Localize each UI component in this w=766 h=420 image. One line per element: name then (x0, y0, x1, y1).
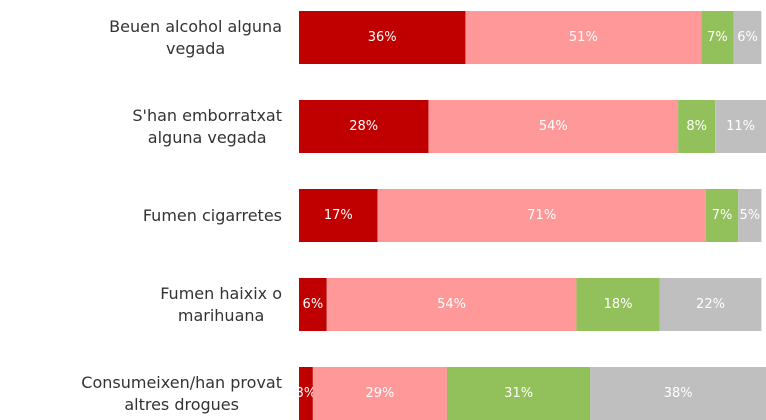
value-label: 11% (726, 119, 755, 134)
value-label: 31% (504, 386, 533, 401)
bar-segment (738, 189, 762, 242)
value-label: 54% (539, 119, 568, 134)
bar-segment (299, 11, 466, 64)
value-label: 3% (296, 386, 317, 401)
bar-segment (590, 367, 766, 420)
category-label: Consumeixen/han provat altres drogues (81, 372, 282, 414)
value-label: 22% (696, 297, 725, 312)
category-label: Fumen haixix o marihuana (160, 283, 282, 325)
value-label: 6% (737, 30, 758, 45)
bar-segment (312, 367, 447, 420)
bar-segment (701, 11, 734, 64)
bar-segment (326, 278, 577, 331)
bar-segment (446, 367, 591, 420)
value-label: 7% (712, 208, 733, 223)
bar-segment (299, 189, 378, 242)
value-label: 28% (349, 119, 378, 134)
value-label: 5% (740, 208, 761, 223)
bar-segment (715, 100, 766, 153)
bar-segment (299, 278, 327, 331)
value-label: 7% (707, 30, 728, 45)
bar-segment (299, 100, 429, 153)
value-label: 54% (437, 297, 466, 312)
bar-segment (659, 278, 762, 331)
value-label: 18% (604, 297, 633, 312)
value-label: 17% (324, 208, 353, 223)
category-label: Fumen cigarretes (142, 205, 282, 225)
bar-segment (465, 11, 702, 64)
value-label: 6% (303, 297, 324, 312)
value-label: 29% (365, 386, 394, 401)
value-label: 36% (368, 30, 397, 45)
bar-segment (733, 11, 762, 64)
bar-segment (678, 100, 716, 153)
bar-segment (377, 189, 706, 242)
category-label: S'han emborratxat alguna vegada (132, 105, 282, 147)
value-label: 38% (664, 386, 693, 401)
bar-segment (299, 367, 313, 420)
value-label: 8% (686, 119, 707, 134)
value-label: 51% (569, 30, 598, 45)
value-label: 71% (527, 208, 556, 223)
bar-segment (705, 189, 739, 242)
bar-segment (576, 278, 660, 331)
category-label: Beuen alcohol alguna vegada (109, 16, 282, 58)
bar-segment (428, 100, 679, 153)
